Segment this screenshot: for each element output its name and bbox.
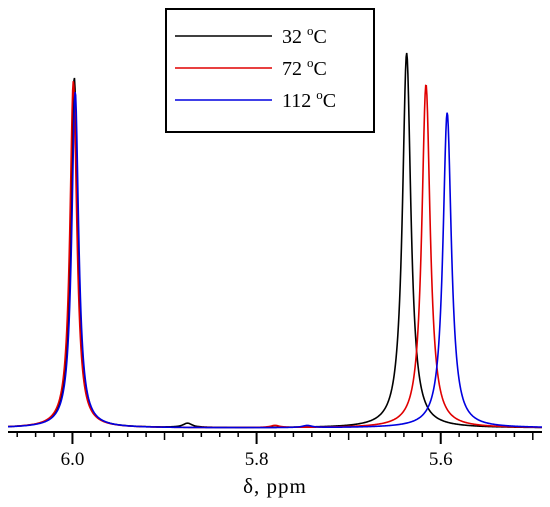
legend: 32 oC 72 oC 112 oC — [165, 8, 375, 133]
x-tick-label: 5.6 — [429, 449, 453, 470]
series-line-3 — [7, 91, 543, 429]
x-tick-label: 6.0 — [61, 449, 85, 470]
x-axis-label: δ, ppm — [243, 474, 307, 498]
x-axis-ticks: 6.0 5.8 5.6 — [16, 432, 534, 470]
legend-label-1: 32 oC — [282, 23, 327, 48]
x-tick-label: 5.8 — [245, 449, 269, 470]
legend-label-2: 72 oC — [282, 55, 327, 80]
legend-label-3: 112 oC — [282, 87, 336, 112]
legend-box — [165, 8, 375, 133]
series-layer — [7, 52, 543, 429]
series-line-2 — [7, 81, 543, 429]
